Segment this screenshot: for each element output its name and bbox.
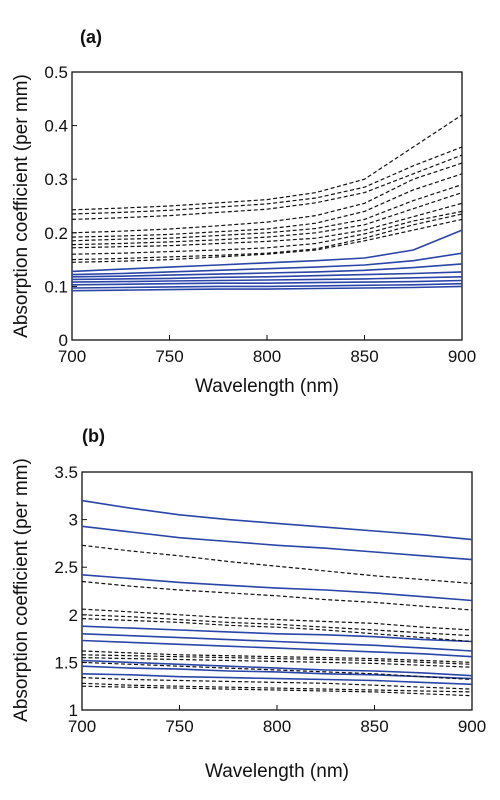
panel-b-y-tick-label: 2 xyxy=(69,606,78,625)
panel-b-series-16-dashed xyxy=(81,654,473,665)
panel-a-series-1-solid xyxy=(71,229,463,273)
panel-a-x-tick-label: 750 xyxy=(155,347,183,366)
panel-a-series-4-solid xyxy=(71,271,463,281)
panel-a-y-tick-label: 0.4 xyxy=(44,117,68,136)
panel-b-y-tick-label: 1.5 xyxy=(54,653,78,672)
panel-a-plot-frame xyxy=(71,71,463,341)
panel-a-y-ticks: 0 0.1 0.2 0.3 0.4 0.5 xyxy=(44,63,77,350)
panel-a-series-13-dashed xyxy=(71,173,463,238)
panel-b-y-ticks: 1 1.5 2 2.5 3 3.5 xyxy=(54,463,87,720)
panel-b-series-15-dashed xyxy=(81,650,473,663)
panel-a-series-2-solid xyxy=(71,252,463,276)
panel-b-series-17-dashed xyxy=(81,657,473,668)
panel-a-x-axis-label: Wavelength (nm) xyxy=(195,376,339,397)
panel-b-series-9-solid xyxy=(81,673,473,686)
panel-b-plot-frame xyxy=(81,471,473,711)
panel-b-series-layer xyxy=(81,499,473,697)
panel-b-series-1-solid xyxy=(81,499,473,541)
panel-a: (a) 700 750 800 850 900 0 0.1 0.2 0.3 0.4 0.5 Wav… xyxy=(11,27,476,397)
panel-a-series-17-dashed xyxy=(71,210,463,255)
panel-b-x-tick-label: 800 xyxy=(263,717,291,736)
panel-b-x-axis-label: Wavelength (nm) xyxy=(205,761,349,782)
panel-b-series-4-solid xyxy=(81,625,473,643)
panel-a-x-ticks: 700 750 800 850 900 xyxy=(58,335,476,366)
panel-b-y-axis-label: Absorption coefficient (per mm) xyxy=(11,458,32,722)
panel-a-series-15-dashed xyxy=(71,192,463,246)
panel-b-series-10-dashed xyxy=(81,544,473,584)
panel-a-y-tick-label: 0.2 xyxy=(44,224,68,243)
panel-b-y-tick-label: 2.5 xyxy=(54,558,78,577)
panel-b-series-3-solid xyxy=(81,574,473,602)
panel-a-x-tick-label: 900 xyxy=(448,347,476,366)
panel-a-series-12-dashed xyxy=(71,162,463,234)
panel-b-x-tick-label: 700 xyxy=(68,717,96,736)
panel-a-series-19-dashed xyxy=(71,218,463,263)
panel-a-series-7-solid xyxy=(71,282,463,289)
panel-a-label: (a) xyxy=(80,27,102,47)
panel-a-series-layer xyxy=(71,114,463,292)
panel-b-x-ticks: 700 750 800 850 900 xyxy=(68,705,486,736)
panel-b-series-13-dashed xyxy=(81,614,473,637)
panel-b-series-18-dashed xyxy=(81,661,473,681)
panel-a-series-8-solid xyxy=(71,285,463,292)
panel-a-x-tick-label: 800 xyxy=(253,347,281,366)
panel-a-y-axis-label: Absorption coefficient (per mm) xyxy=(11,74,32,338)
panel-b-series-2-solid xyxy=(81,525,473,561)
panel-b-y-tick-label: 1 xyxy=(69,701,78,720)
panel-a-series-16-dashed xyxy=(71,202,463,249)
panel-a-series-11-dashed xyxy=(71,154,463,220)
panel-b-series-20-dashed xyxy=(81,682,473,693)
panel-a-y-tick-label: 0.3 xyxy=(44,170,68,189)
panel-b-x-tick-label: 750 xyxy=(165,717,193,736)
panel-a-y-tick-label: 0 xyxy=(59,331,68,350)
panel-b-series-6-solid xyxy=(81,639,473,658)
panel-b-series-19-dashed xyxy=(81,677,473,690)
panel-b-series-21-dashed xyxy=(81,685,473,697)
panel-a-series-3-solid xyxy=(71,263,463,278)
panel-b-x-tick-label: 900 xyxy=(458,717,486,736)
panel-b-y-tick-label: 3 xyxy=(69,511,78,530)
panel-b-series-14-dashed xyxy=(81,618,473,643)
panel-a-series-14-dashed xyxy=(71,184,463,242)
panel-b-series-7-solid xyxy=(81,659,473,677)
panel-b-series-12-dashed xyxy=(81,608,473,631)
panel-b-label: (b) xyxy=(82,426,105,446)
panel-b-series-11-dashed xyxy=(81,580,473,611)
panel-a-series-5-solid xyxy=(71,276,463,283)
panel-a-x-tick-label: 850 xyxy=(350,347,378,366)
panel-a-series-10-dashed xyxy=(71,146,463,215)
panel-a-y-tick-label: 0.1 xyxy=(44,277,68,296)
panel-b-x-tick-label: 850 xyxy=(360,717,388,736)
panel-a-series-6-solid xyxy=(71,279,463,286)
panel-b: (b) 700 750 800 850 900 1 1.5 2 2.5 3 3.5 Wavelen… xyxy=(11,426,486,782)
panel-b-y-tick-label: 3.5 xyxy=(54,463,78,482)
panel-b-series-5-solid xyxy=(81,633,473,652)
panel-a-series-18-dashed xyxy=(71,213,463,261)
panel-a-series-9-dashed xyxy=(71,114,463,211)
panel-a-y-tick-label: 0.5 xyxy=(44,63,68,82)
panel-a-x-tick-label: 700 xyxy=(58,347,86,366)
